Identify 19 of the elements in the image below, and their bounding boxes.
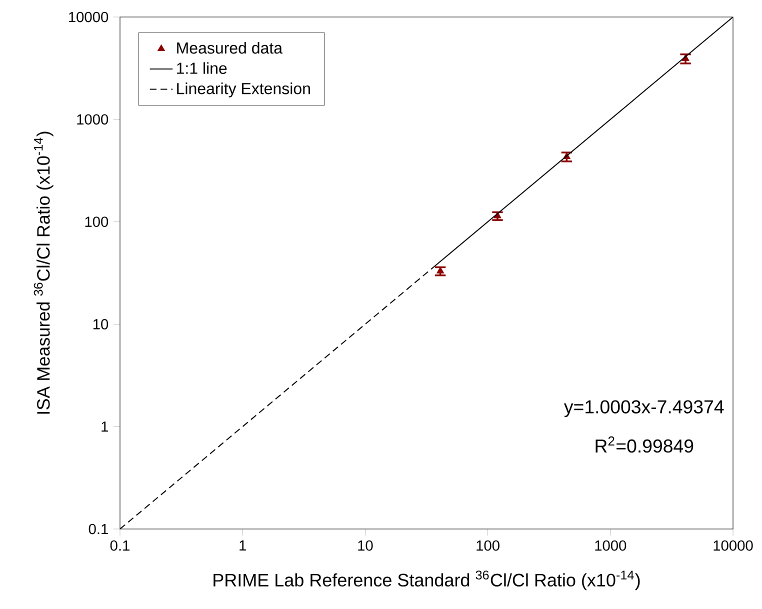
x-tick-label: 0.1 <box>110 540 130 551</box>
y-tick-label: 10000 <box>69 12 108 22</box>
y-tick-label: 10 <box>93 319 108 330</box>
legend-label: 1:1 line <box>177 62 227 74</box>
annotation: R$^{2}$=0.99849 <box>596 436 694 453</box>
y-tick-label: 100 <box>85 216 108 227</box>
legend-label: Linearity Extension <box>177 82 310 98</box>
x-tick-label: 100 <box>476 540 500 551</box>
annotation: y=1.0003x-7.49374 <box>564 400 724 418</box>
y-tick-label: 0.1 <box>88 524 108 534</box>
x-tick-label: 1000 <box>595 540 626 551</box>
x-tick-label: 10000 <box>714 540 753 551</box>
y-axis-title: ISA Measured $^{36}$Cl/Cl Ratio (x10$^{-14}$) <box>34 132 54 414</box>
y-tick-label: 1 <box>102 422 108 432</box>
y-tick-label: 1000 <box>77 114 108 125</box>
legend-label: Measured data <box>177 42 283 54</box>
x-tick-label: 1 <box>240 540 246 550</box>
x-tick-label: 10 <box>358 540 373 551</box>
x-axis-title: PRIME Lab Reference Standard $^{36}$Cl/Cl Ratio (x10$^{-14}$) <box>214 570 640 590</box>
